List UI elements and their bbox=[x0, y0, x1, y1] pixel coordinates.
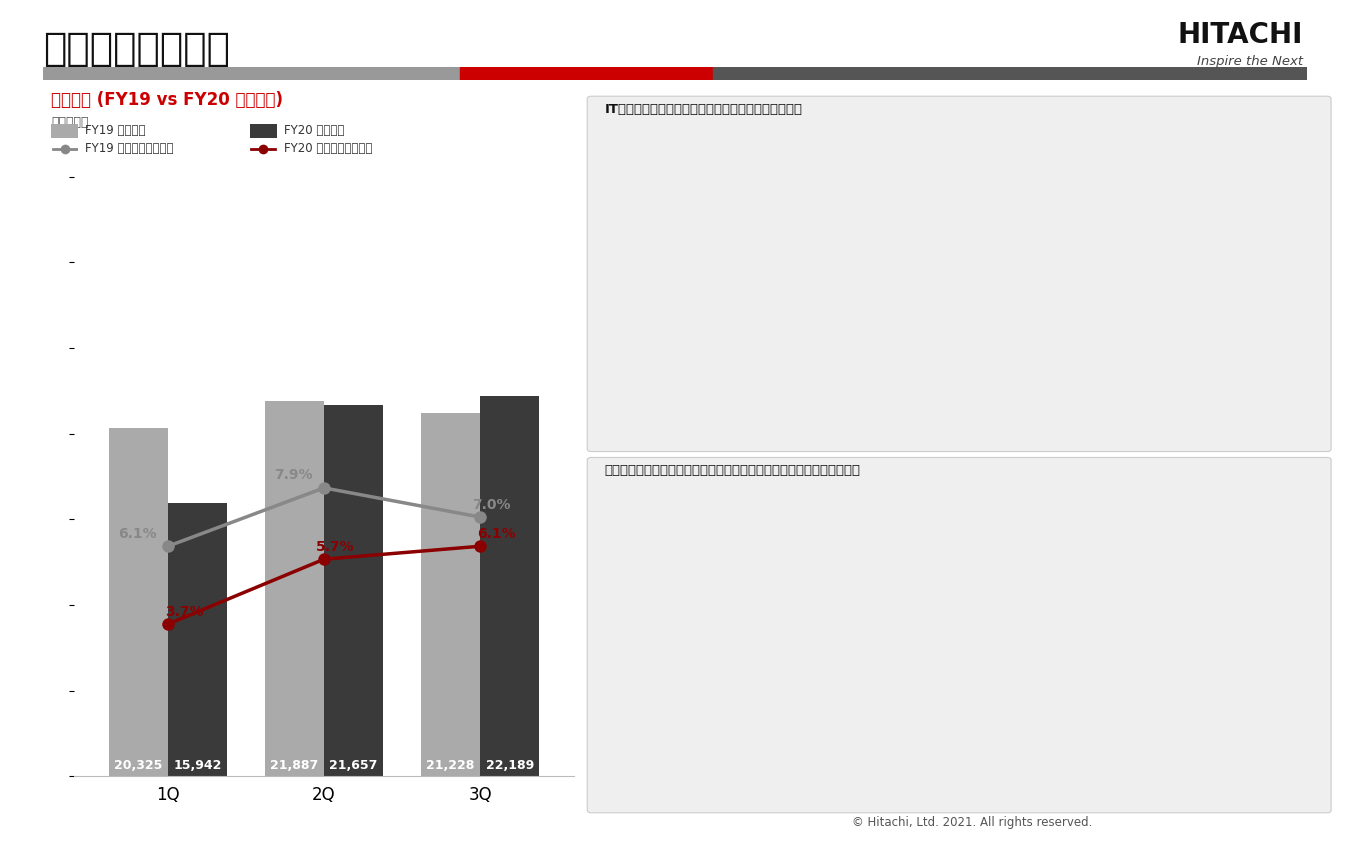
Text: 4,628: 4,628 bbox=[693, 378, 729, 391]
Text: 5,173: 5,173 bbox=[983, 378, 1019, 391]
Text: 21,887: 21,887 bbox=[270, 760, 319, 772]
Text: 5.7%: 5.7% bbox=[316, 539, 355, 554]
Bar bbox=[675, 549, 747, 755]
Text: FY19 売上収益: FY19 売上収益 bbox=[85, 124, 146, 138]
Bar bbox=[460, 67, 713, 80]
Text: 8.9%: 8.9% bbox=[755, 317, 788, 330]
Text: 4.8%: 4.8% bbox=[975, 620, 1008, 633]
Bar bbox=[1115, 533, 1185, 755]
Text: 7.0%: 7.0% bbox=[472, 497, 510, 511]
Bar bbox=[895, 527, 967, 755]
Text: FY20 調整後営業利益率: FY20 調整後営業利益率 bbox=[284, 142, 371, 155]
Bar bbox=[1115, 180, 1185, 394]
Text: 7.9%: 7.9% bbox=[274, 468, 313, 482]
Text: 22,189: 22,189 bbox=[486, 760, 533, 772]
Text: 5,323: 5,323 bbox=[913, 378, 949, 391]
Text: IT：コスト構造の継続的な改善により、収益性が向上: IT：コスト構造の継続的な改善により、収益性が向上 bbox=[605, 103, 803, 116]
Text: 13.5%: 13.5% bbox=[1195, 231, 1238, 245]
Text: 3.7%: 3.7% bbox=[165, 604, 204, 619]
Text: 4,036: 4,036 bbox=[763, 739, 801, 752]
Text: 6.0%: 6.0% bbox=[1143, 603, 1177, 616]
Bar bbox=[265, 402, 324, 776]
Bar bbox=[421, 413, 481, 776]
Text: 0.5%: 0.5% bbox=[755, 682, 790, 695]
Text: 15,942: 15,942 bbox=[173, 760, 221, 772]
Text: 6.5%: 6.5% bbox=[923, 596, 957, 609]
Text: 5,309: 5,309 bbox=[1203, 739, 1239, 752]
Text: 4,991: 4,991 bbox=[693, 739, 729, 752]
Text: FY19 調整後営業利益率: FY19 調整後営業利益率 bbox=[85, 142, 174, 155]
Text: HITACHI: HITACHI bbox=[1177, 21, 1303, 49]
Bar bbox=[967, 538, 1037, 755]
Text: 12.9%: 12.9% bbox=[914, 243, 957, 256]
Bar bbox=[1185, 185, 1257, 394]
Text: ライフ：生活・エコシステム事業・オートモティブシステム事業が堅調: ライフ：生活・エコシステム事業・オートモティブシステム事業が堅調 bbox=[605, 464, 861, 477]
Bar bbox=[167, 503, 227, 776]
Text: 21,657: 21,657 bbox=[329, 760, 378, 772]
Text: 11.3%: 11.3% bbox=[1134, 273, 1177, 285]
Bar bbox=[747, 589, 817, 755]
Text: 6.1%: 6.1% bbox=[478, 527, 516, 541]
Bar bbox=[895, 165, 967, 394]
Text: 6.7%: 6.7% bbox=[1195, 592, 1228, 606]
Text: FY20 売上収益: FY20 売上収益 bbox=[284, 124, 344, 138]
Text: 8.7%: 8.7% bbox=[703, 321, 737, 333]
Text: 6.1%: 6.1% bbox=[117, 527, 157, 541]
Bar bbox=[108, 428, 167, 776]
Bar bbox=[713, 67, 1307, 80]
Text: 20,325: 20,325 bbox=[113, 760, 162, 772]
Bar bbox=[1185, 537, 1257, 755]
Text: © Hitachi, Ltd. 2021. All rights reserved.: © Hitachi, Ltd. 2021. All rights reserve… bbox=[852, 816, 1092, 829]
Bar bbox=[43, 67, 460, 80]
Text: 4,863: 4,863 bbox=[1203, 378, 1239, 391]
Text: 4,990: 4,990 bbox=[1131, 378, 1169, 391]
Bar bbox=[481, 396, 540, 776]
Bar bbox=[967, 171, 1037, 394]
Text: 4,301: 4,301 bbox=[763, 378, 799, 391]
Text: 5,561: 5,561 bbox=[913, 739, 949, 752]
Text: Inspire the Next: Inspire the Next bbox=[1196, 55, 1303, 68]
Bar bbox=[675, 195, 747, 394]
Text: 21,228: 21,228 bbox=[427, 760, 475, 772]
Text: 5,271: 5,271 bbox=[983, 739, 1019, 752]
Bar bbox=[747, 209, 817, 394]
Text: 収益性の改善状況: 収益性の改善状況 bbox=[43, 30, 231, 68]
Text: 連結合計 (FY19 vs FY20 同期比較): 連結合計 (FY19 vs FY20 同期比較) bbox=[51, 91, 284, 109]
Text: 13.5%: 13.5% bbox=[975, 231, 1018, 245]
Text: 4.7%: 4.7% bbox=[703, 622, 737, 635]
Bar bbox=[324, 405, 383, 776]
Text: 単位：億円: 単位：億円 bbox=[51, 116, 89, 129]
Text: 5,384: 5,384 bbox=[1131, 739, 1169, 752]
